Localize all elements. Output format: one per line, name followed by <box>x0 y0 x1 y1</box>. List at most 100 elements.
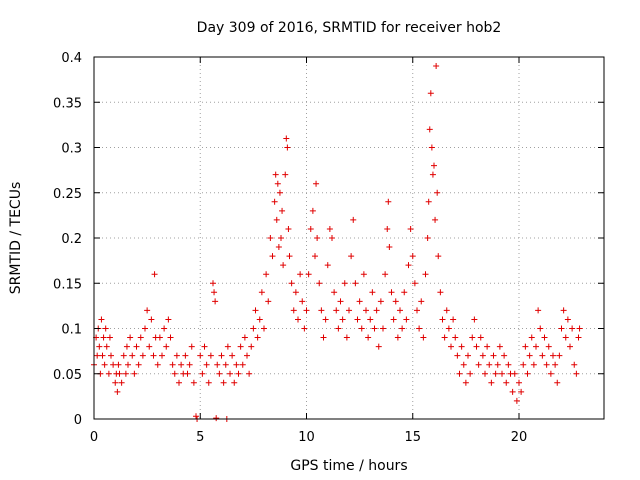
data-point <box>118 379 125 386</box>
data-point <box>305 271 312 278</box>
data-point <box>286 253 293 260</box>
data-point <box>363 307 369 314</box>
data-point <box>511 370 518 377</box>
data-point <box>229 352 236 359</box>
data-point <box>203 361 210 368</box>
data-point <box>120 352 127 359</box>
y-tick-label: 0.4 <box>61 51 82 66</box>
data-point <box>295 316 301 323</box>
data-point <box>414 307 420 314</box>
data-point <box>135 361 142 368</box>
data-point <box>397 307 403 314</box>
data-point <box>443 307 450 314</box>
data-point <box>388 289 395 296</box>
data-point <box>354 316 361 323</box>
data-point <box>278 235 284 241</box>
data-point <box>348 253 355 260</box>
data-point <box>520 361 527 368</box>
y-axis-title: SRMTID / TECUs <box>8 182 24 295</box>
data-point <box>254 334 261 341</box>
data-point <box>556 352 563 359</box>
data-point <box>285 225 292 232</box>
data-point <box>341 280 348 287</box>
data-point <box>322 316 329 323</box>
data-point <box>137 334 144 341</box>
data-point <box>199 370 206 377</box>
data-point <box>131 370 138 377</box>
data-point <box>569 325 576 332</box>
data-point <box>267 235 274 241</box>
data-point <box>307 225 314 232</box>
data-point <box>526 352 533 359</box>
data-point <box>150 352 157 359</box>
data-point <box>399 325 406 332</box>
data-point <box>467 370 474 377</box>
data-point <box>482 370 488 377</box>
data-point <box>392 298 399 305</box>
data-point <box>428 144 435 151</box>
data-point <box>133 343 140 350</box>
data-point <box>123 343 130 350</box>
data-point <box>227 370 233 377</box>
data-point <box>218 352 225 359</box>
data-point <box>186 361 193 368</box>
data-point <box>103 343 110 350</box>
data-point <box>545 343 552 350</box>
data-point <box>320 334 327 341</box>
data-point <box>101 361 108 368</box>
data-point <box>248 343 255 350</box>
data-point <box>237 343 244 350</box>
data-point <box>501 352 508 359</box>
data-point <box>213 415 220 422</box>
data-point <box>114 388 121 395</box>
data-point <box>156 334 163 341</box>
data-point <box>432 216 439 223</box>
data-point <box>401 289 408 296</box>
data-point <box>528 334 535 341</box>
data-point <box>211 289 218 296</box>
data-point <box>522 343 529 350</box>
data-point <box>269 253 276 260</box>
data-point <box>250 325 257 332</box>
x-tick-label: 0 <box>90 430 98 445</box>
data-point <box>496 343 503 350</box>
x-tick-label: 20 <box>511 430 528 445</box>
data-point <box>324 262 331 269</box>
data-point <box>233 361 240 368</box>
data-point <box>316 280 323 287</box>
data-point <box>484 343 491 350</box>
data-point <box>100 334 107 341</box>
data-point <box>290 307 297 314</box>
data-point <box>309 207 316 214</box>
data-point <box>367 316 374 323</box>
data-point <box>475 361 482 368</box>
data-point <box>159 352 165 359</box>
data-point <box>380 325 386 332</box>
data-point <box>154 361 161 368</box>
data-point <box>184 370 191 377</box>
data-point <box>112 379 119 386</box>
data-point <box>537 325 544 332</box>
data-point <box>96 343 103 350</box>
data-point <box>369 289 376 296</box>
data-point <box>571 361 578 368</box>
data-point <box>265 298 272 305</box>
data-point <box>272 171 279 178</box>
data-point <box>163 343 170 350</box>
data-point <box>235 370 242 377</box>
data-point <box>431 162 437 169</box>
data-point <box>299 298 306 305</box>
data-point <box>303 307 310 314</box>
data-point <box>94 352 101 359</box>
data-point <box>297 271 304 278</box>
data-point <box>433 63 440 70</box>
data-point <box>201 343 208 350</box>
data-point <box>339 316 346 323</box>
data-point <box>371 325 378 332</box>
tick-marks <box>93 56 604 420</box>
data-point <box>98 316 105 323</box>
y-tick-labels: 0 0.05 0.1 0.15 0.2 0.25 0.3 0.35 0.4 <box>53 51 82 428</box>
data-point <box>452 334 459 341</box>
data-point <box>115 361 122 368</box>
y-tick-label: 0.3 <box>61 142 82 157</box>
